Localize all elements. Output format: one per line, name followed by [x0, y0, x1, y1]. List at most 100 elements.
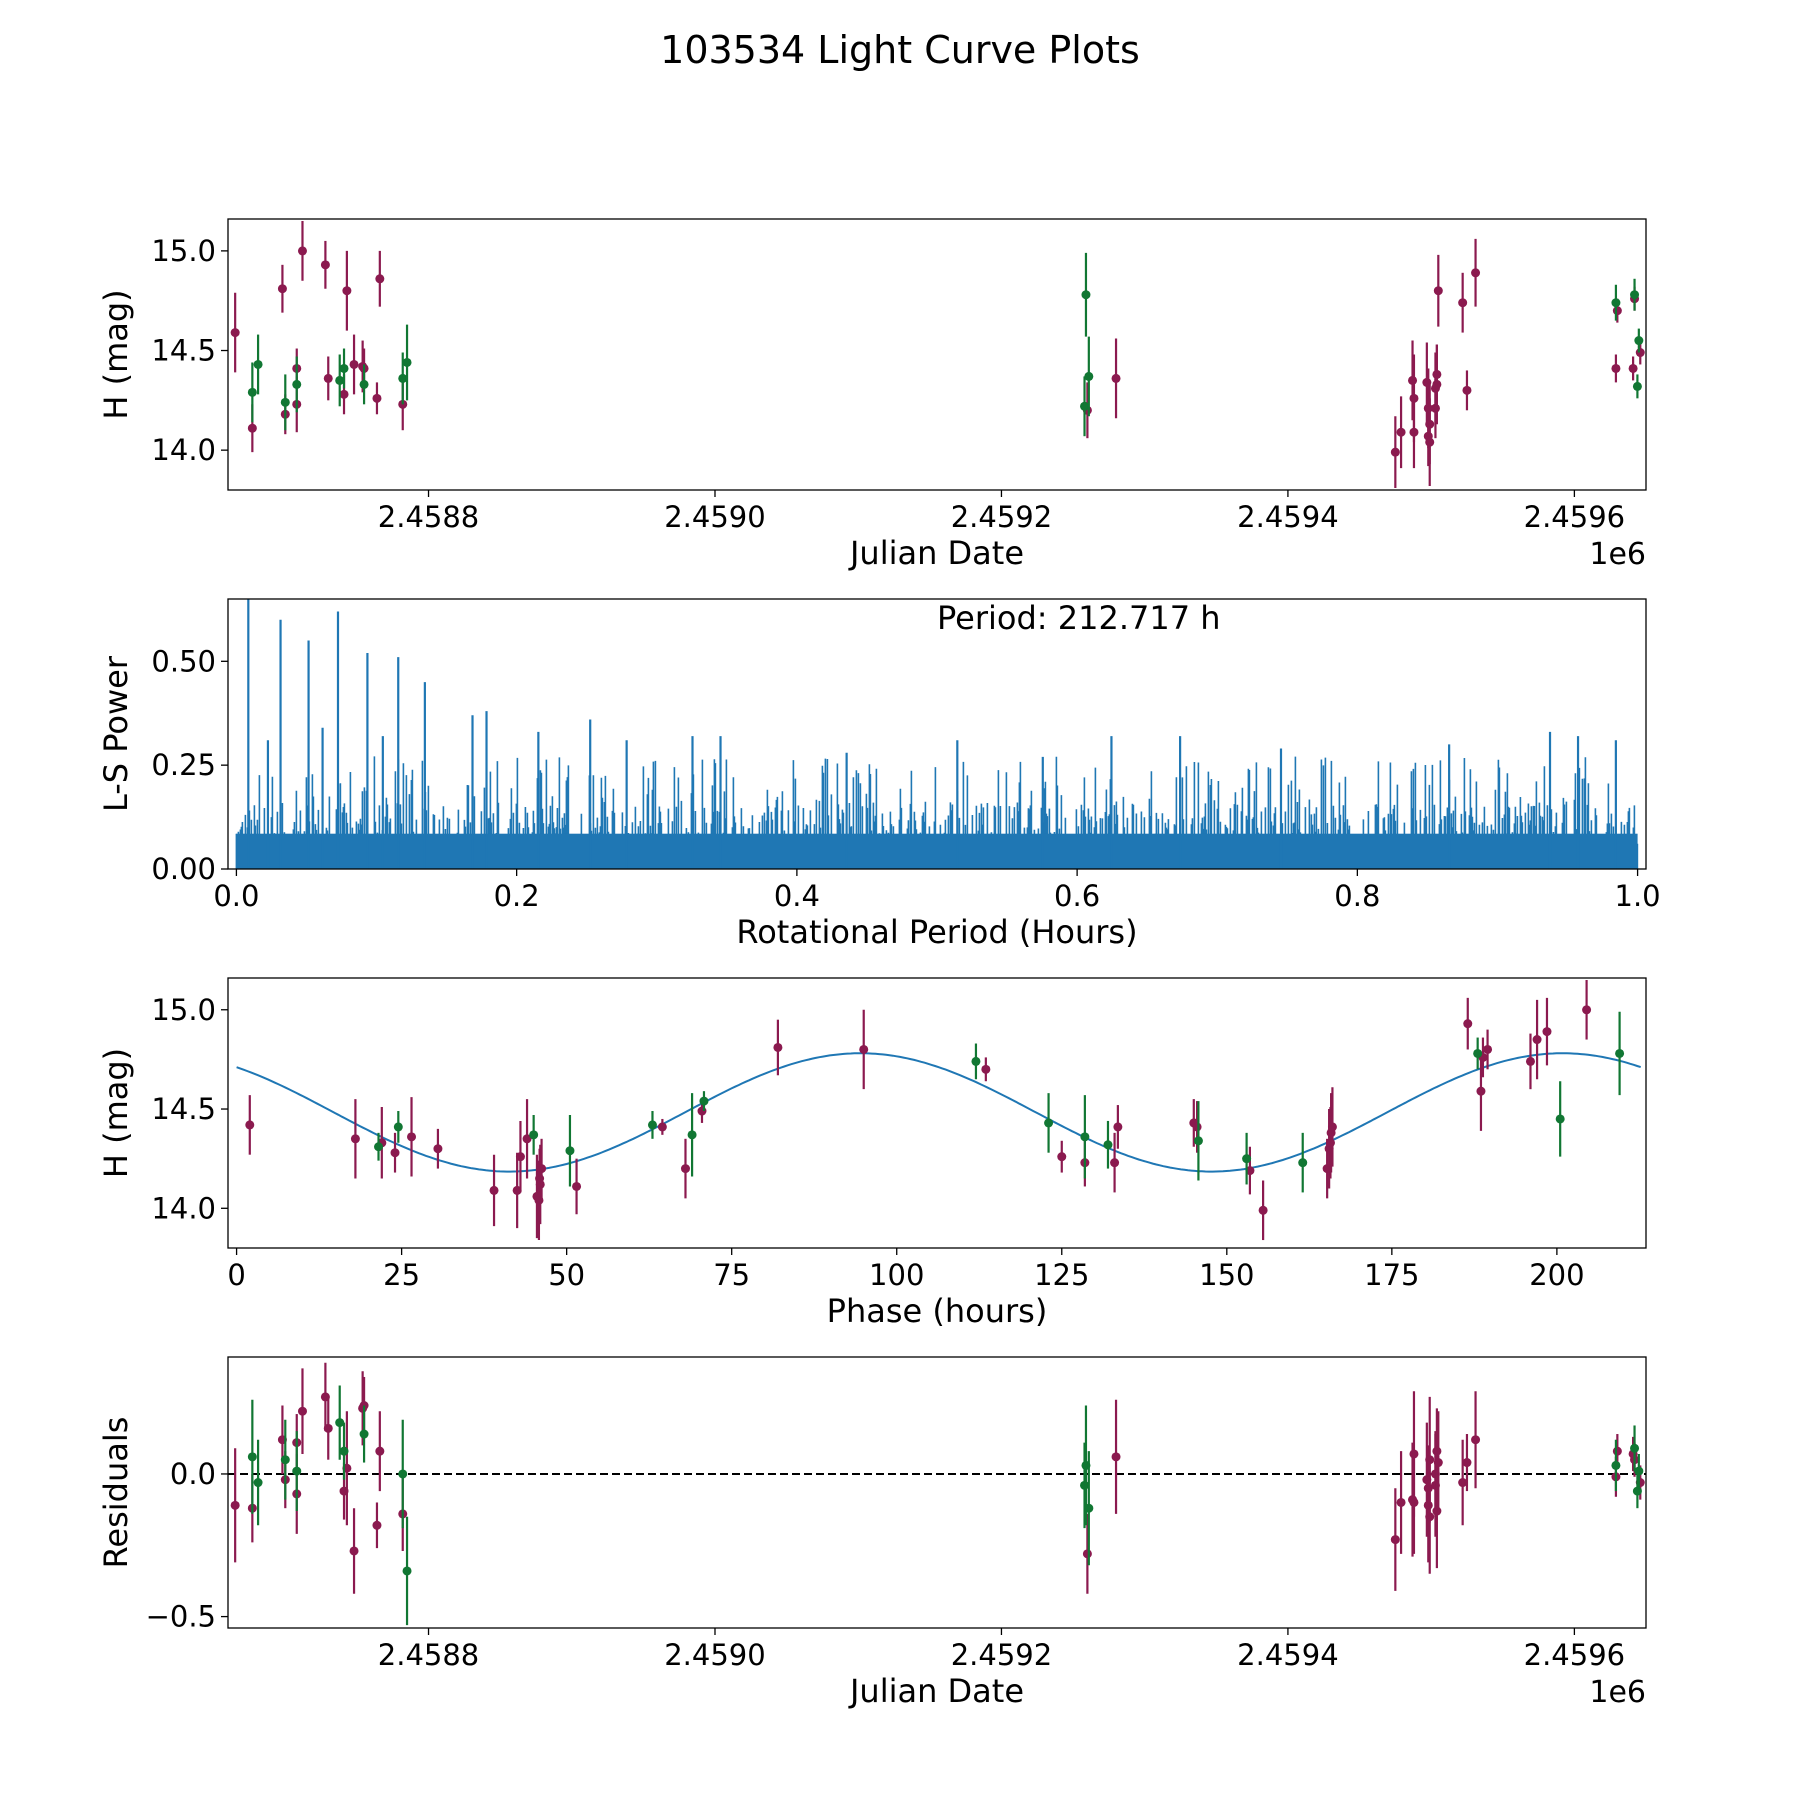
lc-r-point-11 — [349, 359, 359, 369]
phase-xtick-label-3: 75 — [713, 1258, 750, 1292]
ls-frame — [227, 598, 1647, 870]
resid-g-point-1 — [253, 1478, 263, 1488]
resid-r-point-17 — [1082, 1549, 1092, 1559]
resid-g-point-7 — [398, 1469, 408, 1479]
lc-r-point-10 — [342, 286, 352, 296]
phase-xtick-label-0: 0 — [227, 1258, 245, 1292]
resid-ytick-label-1: 0.0 — [170, 1457, 216, 1491]
phase-r-point-36 — [1476, 1086, 1486, 1096]
resid-plot-area — [228, 1362, 1646, 1626]
resid-g-point-13 — [1630, 1443, 1640, 1453]
lc-g-point-14 — [1632, 381, 1642, 391]
phase-r-point-42 — [1582, 1005, 1592, 1015]
resid-g-point-0 — [247, 1452, 257, 1462]
phase-r-point-16 — [657, 1122, 667, 1132]
phase-g-point-8 — [1044, 1118, 1054, 1128]
lc-r-point-14 — [372, 393, 382, 403]
phase-r-point-1 — [350, 1134, 360, 1144]
lc-r-point-34 — [1458, 298, 1468, 308]
resid-g-point-2 — [280, 1455, 290, 1465]
phase-r-point-14 — [537, 1164, 547, 1174]
phase-ytick-label-0: 14.0 — [151, 1191, 216, 1225]
phase-xtick-label-8: 200 — [1529, 1258, 1584, 1292]
ls-ytick-label-0: 0.00 — [151, 852, 216, 886]
phase-g-point-7 — [971, 1056, 981, 1066]
resid-r-point-15 — [375, 1446, 385, 1456]
lc-r-point-37 — [1611, 363, 1621, 373]
phase-r-point-17 — [680, 1164, 690, 1174]
resid-ylabel: Residuals — [97, 1417, 135, 1569]
lc-r-point-32 — [1432, 369, 1442, 379]
resid-r-point-28 — [1425, 1455, 1435, 1465]
resid-xtick-label-3: 2.4594 — [1237, 1638, 1338, 1672]
lc-r-point-7 — [320, 260, 330, 270]
phase-r-point-5 — [433, 1144, 443, 1154]
phase-g-point-1 — [393, 1122, 403, 1132]
resid-xtick-label-2: 2.4592 — [951, 1638, 1052, 1672]
lc-xlabel: Julian Date — [848, 534, 1024, 572]
ls-xtick-label-0: 0.0 — [213, 879, 259, 913]
phase-g-point-15 — [1555, 1114, 1565, 1124]
lc-r-point-8 — [323, 373, 333, 383]
resid-r-point-11 — [349, 1546, 359, 1556]
phase-r-point-29 — [1258, 1205, 1268, 1215]
phase-xtick-label-6: 150 — [1199, 1258, 1254, 1292]
lc-r-point-41 — [1635, 348, 1645, 358]
resid-g-point-12 — [1611, 1460, 1621, 1470]
phase-r-point-4 — [407, 1132, 417, 1142]
resid-g-point-15 — [1634, 1466, 1644, 1476]
phase-g-point-3 — [565, 1146, 575, 1156]
resid-xtick-label-4: 2.4596 — [1524, 1638, 1625, 1672]
lc-r-point-20 — [1396, 427, 1406, 437]
lc-r-point-21 — [1408, 375, 1418, 385]
phase-r-point-21 — [981, 1064, 991, 1074]
ls-chart: Period: 212.717 h 0.0 0.2 0.4 0.6 0.8 1.0 0.00 0… — [97, 598, 1661, 951]
lc-ylabel: H (mag) — [97, 289, 135, 419]
lc-xtick-label-2: 2.4592 — [951, 500, 1052, 534]
phase-g-point-16 — [1615, 1048, 1625, 1058]
lc-g-point-15 — [1634, 336, 1644, 346]
phase-g-point-13 — [1298, 1158, 1308, 1168]
phase-g-point-4 — [647, 1120, 657, 1130]
ls-xtick-label-3: 0.6 — [1054, 879, 1100, 913]
phase-r-point-39 — [1525, 1056, 1535, 1066]
figure-title: 103534 Light Curve Plots — [660, 28, 1140, 72]
lc-r-point-36 — [1471, 268, 1481, 278]
phase-r-point-25 — [1113, 1122, 1123, 1132]
resid-g-point-5 — [339, 1446, 349, 1456]
resid-xtick-label-1: 2.4590 — [664, 1638, 765, 1672]
resid-r-point-6 — [297, 1406, 307, 1416]
resid-xlabel: Julian Date — [848, 1672, 1024, 1710]
lc-g-point-3 — [292, 379, 302, 389]
lc-xtick-label-3: 2.4594 — [1237, 500, 1338, 534]
lc-r-point-0 — [230, 328, 240, 338]
lc-xtick-label-0: 2.4588 — [378, 500, 479, 534]
phase-r-point-15 — [572, 1181, 582, 1191]
lc-g-point-10 — [1081, 290, 1091, 300]
phase-g-point-5 — [687, 1130, 697, 1140]
resid-chart: 2.4588 2.4590 2.4592 2.4594 2.4596 −0.5 0.0 Jul… — [97, 1356, 1647, 1710]
lc-frame — [227, 218, 1647, 491]
resid-r-point-18 — [1111, 1452, 1121, 1462]
phase-g-point-2 — [529, 1130, 539, 1140]
phase-ytick-label-1: 14.5 — [151, 1092, 216, 1126]
phase-r-point-38 — [1483, 1044, 1493, 1054]
lc-g-point-6 — [359, 379, 369, 389]
lc-g-point-5 — [339, 363, 349, 373]
phase-g-point-12 — [1242, 1154, 1252, 1164]
lc-r-point-1 — [247, 423, 257, 433]
lc-g-point-1 — [253, 359, 263, 369]
phase-xlabel: Phase (hours) — [827, 1292, 1048, 1330]
ls-noise-floor — [236, 833, 1638, 869]
resid-r-point-31 — [1432, 1506, 1442, 1516]
lc-xtick-label-4: 2.4596 — [1524, 500, 1625, 534]
lc-g-point-11 — [1084, 371, 1094, 381]
phase-chart: 0 25 50 75 100 125 150 175 200 14.0 14.5 15.0 Phase … — [97, 977, 1647, 1330]
lc-g-point-0 — [247, 387, 257, 397]
ls-xtick-label-2: 0.4 — [774, 879, 820, 913]
lc-r-point-23 — [1409, 427, 1419, 437]
ls-ytick-label-1: 0.25 — [151, 748, 216, 782]
phase-r-point-27 — [1192, 1122, 1202, 1132]
lc-ytick-label-1: 14.5 — [151, 334, 216, 368]
